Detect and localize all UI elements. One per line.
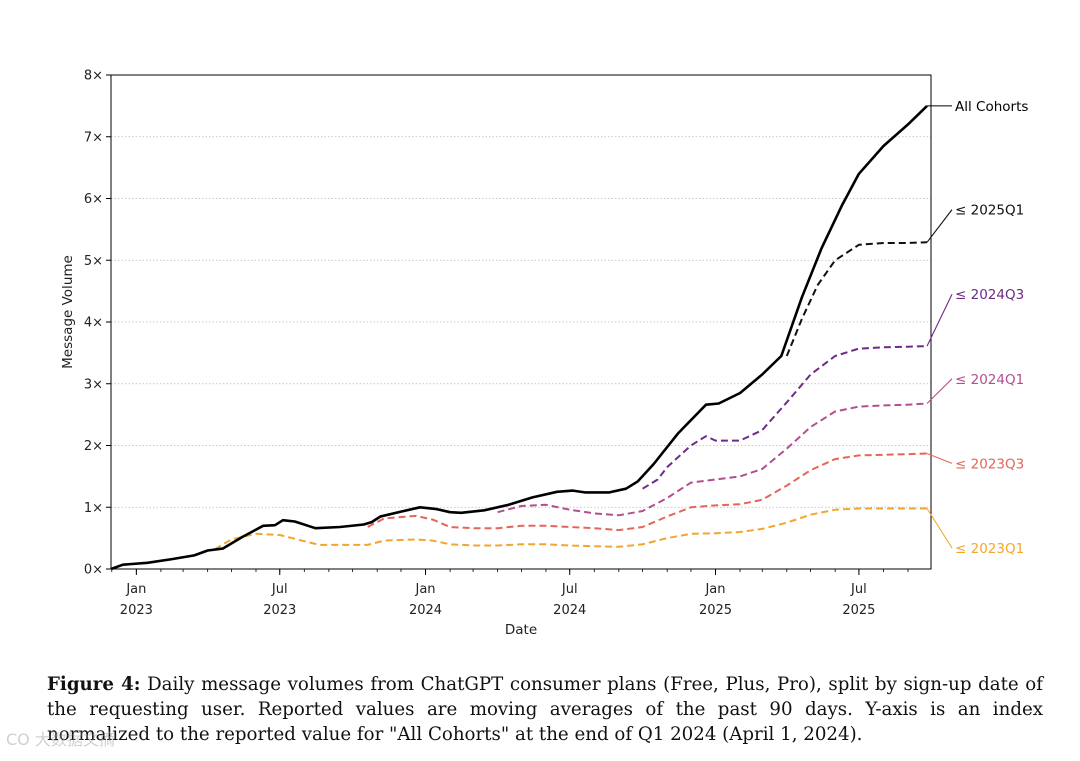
figure-label: Figure 4:	[47, 674, 141, 695]
series-layer	[110, 104, 928, 571]
y-tick-label: 4×	[84, 316, 103, 331]
x-tick-month-label: Jul	[850, 582, 867, 597]
y-axis: 0× 1× 2× 3× 4× 5× 6× 7× 8×	[84, 69, 111, 578]
end-label: ≤ 2024Q1	[955, 372, 1024, 388]
x-tick-year-label: 2025	[842, 603, 875, 618]
x-tick-year-label: 2023	[120, 603, 153, 618]
y-tick-label: 1×	[84, 501, 103, 516]
y-tick-label: 8×	[84, 69, 103, 84]
end-label-leader	[926, 508, 953, 549]
series-line-2024q1	[497, 402, 928, 517]
x-axis-title: Date	[505, 622, 537, 638]
x-tick-month-label: Jan	[125, 582, 146, 597]
end-label-leader	[926, 453, 953, 464]
x-tick-month-label: Jul	[271, 582, 288, 597]
x-tick-month-label: Jul	[561, 582, 578, 597]
x-tick-year-label: 2024	[409, 603, 442, 618]
end-label: ≤ 2025Q1	[955, 203, 1024, 219]
y-tick-label: 3×	[84, 377, 103, 392]
y-axis-title: Message Volume	[60, 255, 76, 369]
end-label: ≤ 2024Q3	[955, 287, 1024, 303]
end-label: ≤ 2023Q3	[955, 456, 1024, 472]
end-label: All Cohorts	[955, 99, 1028, 115]
x-tick-year-label: 2025	[699, 603, 732, 618]
grid-lines	[111, 136, 931, 508]
series-line-2023q1	[214, 507, 927, 551]
x-tick-year-label: 2023	[263, 603, 296, 618]
y-tick-label: 0×	[84, 563, 103, 578]
watermark: CO 大数据文摘	[6, 730, 115, 749]
y-tick-label: 5×	[84, 254, 103, 269]
line-chart: 0× 1× 2× 3× 4× 5× 6× 7× 8× Jan 2023 Jul 2023 Jan 2024…	[60, 69, 1028, 639]
series-line-2025q1	[785, 241, 928, 357]
series-line-all-cohorts	[110, 104, 928, 571]
x-tick-month-label: Jan	[415, 582, 436, 597]
end-label-leader	[926, 293, 953, 347]
end-label-leader	[926, 209, 953, 243]
y-tick-label: 2×	[84, 439, 103, 454]
x-tick-month-label: Jan	[704, 582, 725, 597]
x-tick-year-label: 2024	[553, 603, 586, 618]
figure-caption: Figure 4: Daily message volumes from Cha…	[47, 672, 1043, 747]
series-end-labels: All Cohorts ≤ 2025Q1 ≤ 2024Q3 ≤ 2024Q1 ≤ 202…	[926, 99, 1028, 557]
y-tick-label: 6×	[84, 192, 103, 207]
series-line-2023q3	[367, 452, 928, 532]
figure-caption-text: Daily message volumes from ChatGPT consu…	[47, 674, 1043, 745]
y-tick-label: 7×	[84, 130, 103, 145]
series-line-2024q3	[642, 345, 928, 490]
x-axis: Jan 2023 Jul 2023 Jan 2024 Jul 2024 Jan 2025 Jul 20…	[111, 569, 909, 618]
end-label-leader	[926, 378, 953, 404]
end-label: ≤ 2023Q1	[955, 541, 1024, 557]
